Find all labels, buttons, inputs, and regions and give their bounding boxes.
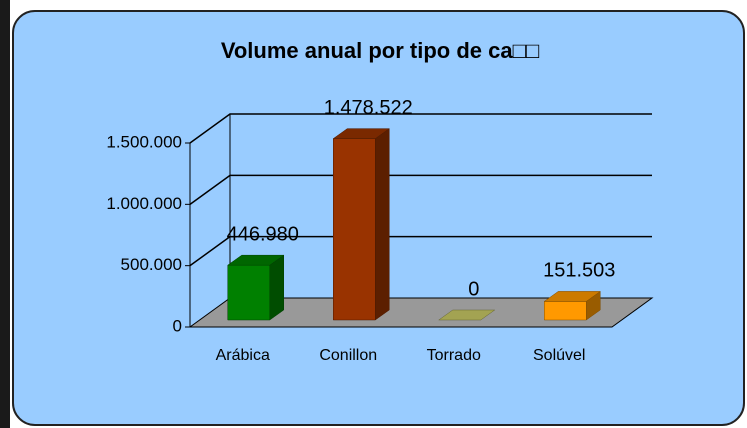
bar-top: [543, 291, 602, 302]
bar-front: [544, 301, 587, 321]
x-tick-label: Conillon: [319, 347, 377, 364]
grid-line: [189, 235, 652, 267]
floor: [188, 297, 654, 328]
x-tick-label: Solúvel: [533, 347, 585, 364]
bar-top: [332, 128, 391, 139]
y-tick-label: 0: [173, 316, 182, 335]
chart-title: Volume anual por tipo de ca□□: [221, 38, 539, 63]
x-tick-label: Arábica: [216, 347, 270, 364]
value-label: 1.478.522: [324, 97, 413, 119]
value-label: 446.980: [227, 223, 299, 245]
bar: [226, 254, 285, 321]
bar-side: [269, 254, 284, 321]
bar-side: [375, 128, 390, 321]
y-tick-label: 1.000.000: [106, 194, 182, 213]
bar-front: [227, 264, 270, 321]
bar: [543, 290, 602, 321]
bar: [332, 128, 391, 321]
y-tick-label: 1.500.000: [106, 132, 182, 151]
value-label: 0: [468, 278, 479, 300]
grid-line: [189, 113, 652, 144]
bar-front: [333, 138, 376, 321]
side-panel: [0, 0, 10, 428]
grid-line: [189, 174, 652, 205]
bar-top: [437, 309, 496, 321]
x-tick-label: Torrado: [427, 347, 481, 364]
bar: [437, 309, 496, 321]
y-tick-label: 500.000: [121, 255, 182, 274]
value-label: 151.503: [543, 260, 615, 282]
bar-top: [226, 254, 285, 266]
